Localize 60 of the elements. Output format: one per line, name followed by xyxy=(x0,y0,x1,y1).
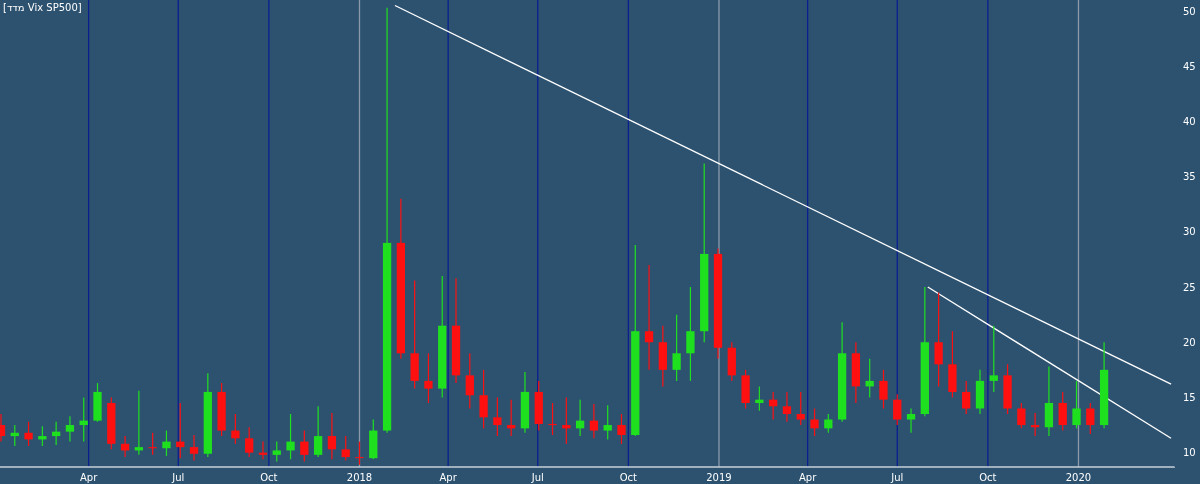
candlestick xyxy=(782,391,792,423)
candlestick xyxy=(686,286,695,382)
candlestick xyxy=(810,407,819,437)
y-tick-label: 30 xyxy=(1183,226,1196,238)
candlestick xyxy=(1072,380,1081,429)
x-tick-label: Apr xyxy=(439,472,458,483)
candlestick xyxy=(479,369,488,429)
y-tick-label: 25 xyxy=(1183,281,1196,293)
candlestick xyxy=(672,314,681,382)
candlestick xyxy=(189,434,199,461)
candlestick xyxy=(617,413,626,445)
y-tick-label: 20 xyxy=(1183,336,1196,348)
candlestick xyxy=(231,413,240,445)
x-tick-label: Oct xyxy=(260,472,278,483)
candlestick xyxy=(962,380,971,415)
x-tick-label: Oct xyxy=(979,472,997,483)
x-tick-label: Jul xyxy=(530,472,544,483)
candlestick xyxy=(906,407,916,434)
candlestick xyxy=(313,405,323,458)
x-tick-label: 2019 xyxy=(706,472,732,483)
candlestick xyxy=(589,403,599,439)
candlestick xyxy=(341,435,350,461)
candlestick xyxy=(327,412,337,460)
candlestick xyxy=(300,429,309,463)
candlestick xyxy=(1058,391,1067,432)
x-tick-label: Apr xyxy=(79,472,99,483)
candlestick xyxy=(424,352,433,404)
x-tick-label: Apr xyxy=(798,472,818,483)
candlestick xyxy=(493,396,502,437)
candlestick xyxy=(934,291,943,388)
chart-title: [מדד Vix SP500] xyxy=(3,2,82,13)
candlestick xyxy=(65,415,75,443)
candlestick xyxy=(989,325,998,393)
y-tick-label: 40 xyxy=(1183,115,1196,127)
candlestick xyxy=(465,352,474,410)
candlestick xyxy=(286,413,295,460)
x-tick-label: Jul xyxy=(171,472,185,483)
candlestick xyxy=(162,429,171,457)
x-tick-label: Oct xyxy=(619,472,638,483)
y-tick-label: 15 xyxy=(1183,391,1196,403)
candlestick xyxy=(1086,402,1095,435)
candlestick xyxy=(24,421,33,447)
x-tick-label: 2018 xyxy=(346,472,373,483)
x-tick-label: 2020 xyxy=(1065,472,1092,483)
y-tick-label: 45 xyxy=(1183,60,1196,72)
candlestick xyxy=(603,404,612,440)
candlestick xyxy=(272,441,281,463)
candlestick xyxy=(879,369,888,410)
candlestick xyxy=(893,393,902,426)
candlestick xyxy=(245,426,254,458)
y-tick-label: 10 xyxy=(1183,447,1196,459)
candlestick xyxy=(355,441,364,466)
candlestick xyxy=(796,391,805,426)
candlestick xyxy=(755,385,764,412)
candlestick xyxy=(1017,402,1026,429)
candlestick xyxy=(548,402,557,436)
candlestick xyxy=(644,264,654,371)
y-tick-label: 35 xyxy=(1183,171,1196,183)
x-tick-label: Jul xyxy=(890,472,904,483)
y-tick-label: 50 xyxy=(1183,5,1196,17)
